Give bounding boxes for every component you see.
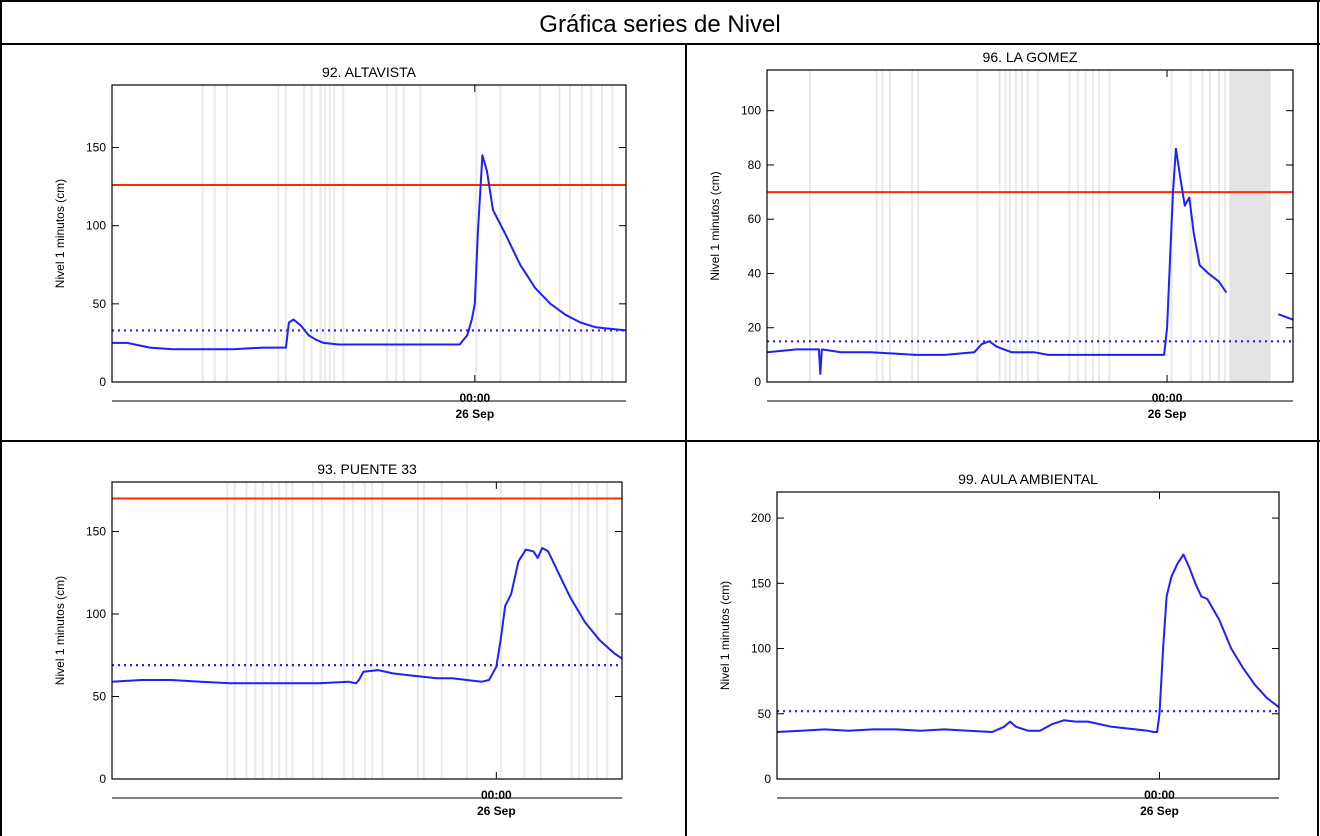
- y-tick-label: 150: [86, 525, 106, 539]
- x-tick-label: 00:00: [481, 788, 512, 802]
- y-axis-label: Nivel 1 minutos (cm): [718, 581, 732, 690]
- y-tick-label: 150: [86, 141, 106, 155]
- x-tick-label: 00:00: [1152, 391, 1183, 405]
- y-tick-label: 100: [741, 104, 761, 118]
- y-tick-label: 60: [748, 212, 762, 226]
- date-label: 26 Sep: [477, 804, 516, 818]
- series-line-0: [766, 147, 1228, 375]
- y-tick-label: 20: [748, 321, 762, 335]
- date-label: 26 Sep: [1140, 804, 1179, 818]
- chart-aula-ambiental: 0 50 100 150 200 00:00 26 Sep 99. AULA AMBIENTA…: [718, 471, 1280, 818]
- plot-frame: [766, 69, 1294, 383]
- y-tick-label: 200: [751, 511, 771, 525]
- y-tick-label: 0: [99, 772, 106, 786]
- plot-frame: [111, 84, 627, 383]
- chart-title: 93. PUENTE 33: [317, 461, 417, 477]
- y-tick-label: 0: [99, 375, 106, 389]
- y-tick-label: 150: [751, 576, 771, 590]
- frame-top: [0, 0, 1320, 2]
- y-axis-label: Nivel 1 minutos (cm): [53, 576, 67, 685]
- frame-row-divider: [0, 440, 1320, 442]
- y-tick-label: 50: [758, 707, 772, 721]
- y-tick-label: 80: [748, 158, 762, 172]
- y-tick-label: 40: [748, 266, 762, 280]
- frame-title-divider: [0, 43, 1320, 45]
- y-axis-label: Nivel 1 minutos (cm): [53, 179, 67, 288]
- date-label: 26 Sep: [1148, 407, 1187, 421]
- y-tick-label: 100: [751, 642, 771, 656]
- series-line-0: [112, 154, 627, 351]
- y-tick-label: 0: [754, 375, 761, 389]
- chart-altavista: 0 50 100 150 00:00 26 Sep 92. ALTAVISTA Nivel 1…: [53, 64, 627, 421]
- y-tick-label: 100: [86, 607, 106, 621]
- plot-frame: [111, 481, 623, 780]
- y-tick-label: 100: [86, 219, 106, 233]
- y-tick-label: 50: [93, 690, 107, 704]
- chart-puente-33: 0 50 100 150 00:00 26 Sep 93. PUENTE 33 Nivel 1…: [53, 461, 623, 818]
- x-tick-label: 00:00: [459, 391, 490, 405]
- frame-column-divider: [685, 43, 687, 836]
- date-label: 26 Sep: [455, 407, 494, 421]
- series-line-0: [776, 553, 1280, 733]
- gap-shade: [1229, 70, 1271, 382]
- chart-title: 96. LA GOMEZ: [983, 49, 1078, 65]
- y-tick-label: 0: [764, 772, 771, 786]
- page-title: Gráfica series de Nivel: [539, 11, 781, 38]
- chart-la-gomez: 0 20 40 60 80 100 00:00 26 Sep 96. LA GOMEZ Nivel…: [708, 49, 1294, 421]
- frame-left: [0, 0, 2, 836]
- y-tick-label: 50: [93, 297, 107, 311]
- chart-title: 92. ALTAVISTA: [322, 64, 417, 80]
- frame-right: [1317, 0, 1319, 836]
- x-tick-label: 00:00: [1144, 788, 1175, 802]
- series-line-0: [111, 547, 623, 685]
- plot-frame: [776, 491, 1280, 780]
- chart-title: 99. AULA AMBIENTAL: [958, 471, 1098, 487]
- y-axis-label: Nivel 1 minutos (cm): [708, 171, 722, 280]
- series-line-1: [1277, 313, 1294, 321]
